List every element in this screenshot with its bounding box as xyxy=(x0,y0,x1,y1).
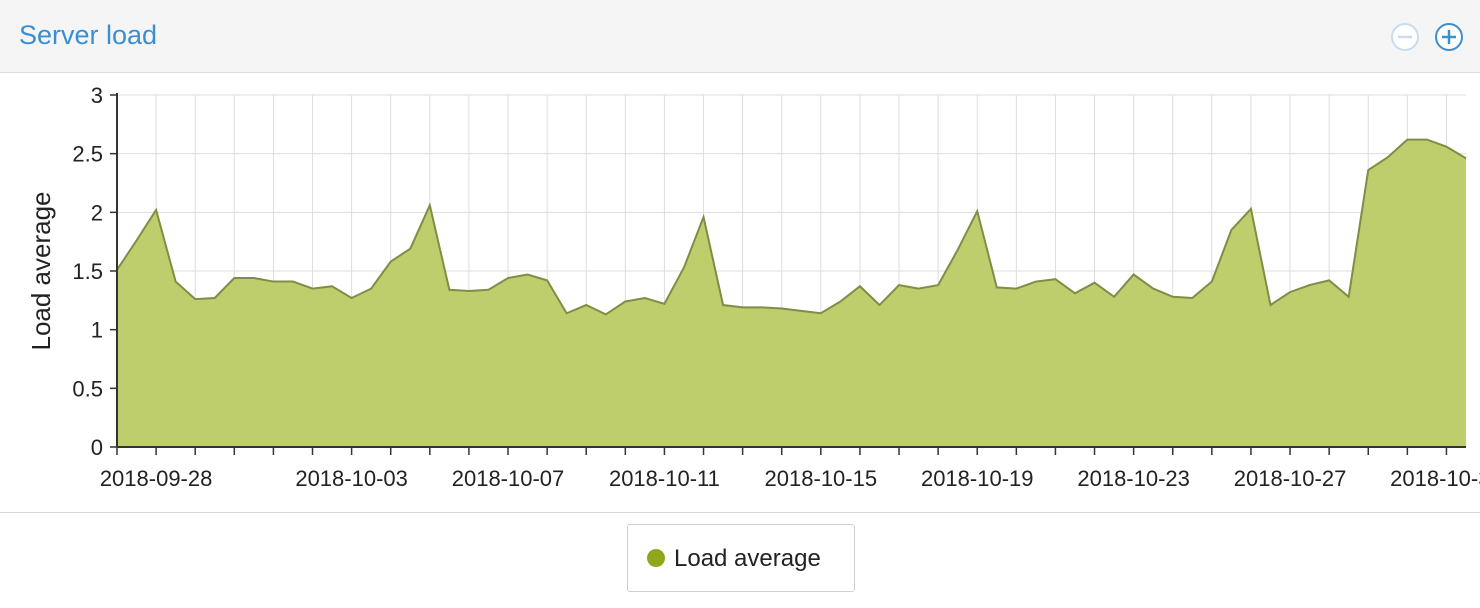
x-tick-label: 2018-10-19 xyxy=(921,466,1034,491)
y-tick-label: 1 xyxy=(91,318,103,343)
y-axis-title: Load average xyxy=(26,191,56,350)
y-tick-label: 2.5 xyxy=(72,142,103,167)
divider xyxy=(0,512,1480,513)
minus-circle-icon[interactable] xyxy=(1390,22,1420,52)
x-tick-label: 2018-10-27 xyxy=(1234,466,1347,491)
panel-header: Server load xyxy=(0,0,1480,73)
x-tick-label: 2018-09-28 xyxy=(100,466,213,491)
y-tick-label: 0.5 xyxy=(72,376,103,401)
series-line-load-average xyxy=(116,138,1467,316)
x-tick-label: 2018-10-15 xyxy=(765,466,878,491)
panel-title: Server load xyxy=(19,20,158,50)
chart-area: 0 0.5 1 1.5 2 2.5 3 2018-09-28 2018-10-03 2018-10… xyxy=(0,73,1480,513)
axes xyxy=(110,93,1466,455)
x-tick-label: 2018-10-07 xyxy=(452,466,565,491)
legend-marker xyxy=(647,549,665,567)
y-tick-label: 1.5 xyxy=(72,259,103,284)
series-area-load-average xyxy=(117,139,1466,447)
y-tick-label: 3 xyxy=(91,83,103,108)
legend-item-load-average[interactable]: Load average xyxy=(627,524,855,592)
y-tick-label: 2 xyxy=(91,200,103,225)
x-tick-label: 2018-10-31 xyxy=(1390,466,1480,491)
load-chart: 0 0.5 1 1.5 2 2.5 3 2018-09-28 2018-10-03 2018-10… xyxy=(26,83,1480,491)
axis-labels: 0 0.5 1 1.5 2 2.5 3 2018-09-28 2018-10-03 2018-10… xyxy=(26,83,1480,491)
x-tick-label: 2018-10-03 xyxy=(295,466,408,491)
plus-circle-icon[interactable] xyxy=(1434,22,1464,52)
y-tick-label: 0 xyxy=(91,435,103,460)
series-layer xyxy=(116,138,1467,447)
legend-label: Load average xyxy=(674,545,821,572)
x-tick-label: 2018-10-11 xyxy=(609,466,720,491)
x-tick-label: 2018-10-23 xyxy=(1077,466,1190,491)
